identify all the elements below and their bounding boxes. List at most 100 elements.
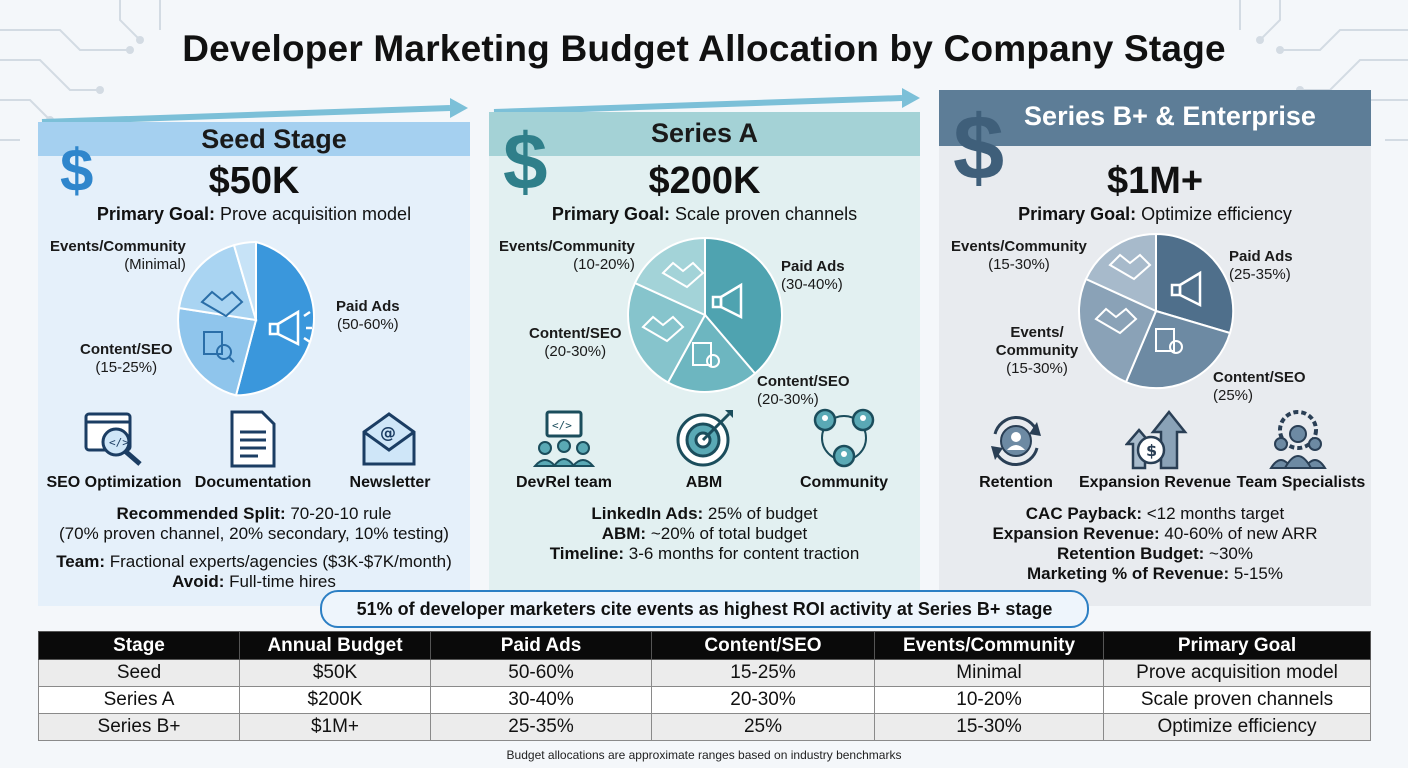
- column-header-events-community: Events/Community: [874, 631, 1104, 660]
- series-a-notes: LinkedIn Ads: 25% of budget ABM: ~20% of…: [489, 504, 920, 564]
- note-line: ABM: ~20% of total budget: [601, 524, 808, 543]
- seed-notes: Recommended Split: 70-20-10 rule (70% pr…: [38, 504, 470, 592]
- pie-label-events-community: Events/Community (10-20%): [499, 238, 635, 273]
- handshake-icon: [641, 261, 705, 343]
- envelope-icon: @: [362, 412, 416, 466]
- pie-slice-content-seo: [1124, 309, 1232, 390]
- stage-title: Series B+ & Enterprise: [1024, 101, 1316, 131]
- series-b-notes: CAC Payback: <12 months target Expansion…: [939, 504, 1371, 584]
- table-row: Seed $50K 50-60% 15-25% Minimal Prove ac…: [38, 659, 1371, 687]
- icon-label-newsletter: Newsletter: [349, 474, 431, 491]
- megaphone-icon: [711, 282, 743, 320]
- pie-label-events-community-lower: Events/ Community (15-30%): [995, 324, 1079, 377]
- svg-text:$: $: [1146, 441, 1157, 460]
- panel-header: [38, 122, 470, 156]
- table-cell: Scale proven channels: [1103, 686, 1371, 714]
- column-header-annual-budget: Annual Budget: [239, 631, 431, 660]
- note-line: CAC Payback: <12 months target: [1025, 504, 1285, 523]
- table-cell: Prove acquisition model: [1103, 659, 1371, 687]
- table-cell: $50K: [239, 659, 431, 687]
- table-cell: $1M+: [239, 713, 431, 741]
- table-cell: 50-60%: [430, 659, 652, 687]
- table-cell: 10-20%: [874, 686, 1104, 714]
- pie-label-content-seo: Content/SEO (25%): [1213, 369, 1306, 404]
- handshake-icon: [200, 290, 244, 318]
- pie-label-content-seo-left: Content/SEO (20-30%): [529, 325, 622, 360]
- icon-label-documentation: Documentation: [194, 474, 312, 491]
- svg-text:</>: </>: [109, 436, 129, 449]
- document-search-icon: [692, 342, 720, 368]
- primary-goal-label: Primary Goal:: [96, 204, 215, 224]
- roi-callout-banner: 51% of developer marketers cite events a…: [320, 590, 1089, 628]
- seed-stage-panel: Seed Stage $ $50K Primary Goal: Prove ac…: [38, 122, 470, 606]
- panel-header: [939, 90, 1371, 146]
- megaphone-icon: [268, 309, 312, 347]
- svg-text:@: @: [380, 423, 396, 442]
- note-line: Team: Fractional experts/agencies ($3K-$…: [56, 552, 452, 571]
- note-line: Timeline: 3-6 months for content tractio…: [549, 544, 860, 563]
- column-header-paid-ads: Paid Ads: [430, 631, 652, 660]
- pie-slice-paid-ads: [234, 240, 316, 397]
- retention-icon: [991, 415, 1041, 467]
- pie-label-events-community: Events/Community (Minimal): [50, 238, 186, 273]
- pie-slice-events-1: [177, 243, 258, 322]
- handshake-icon: [1094, 253, 1152, 335]
- icon-label-abm: ABM: [685, 474, 723, 491]
- table-cell: Optimize efficiency: [1103, 713, 1371, 741]
- svg-text:</>: </>: [552, 419, 572, 432]
- dollar-icon: $: [503, 117, 548, 206]
- summary-table: Stage Annual Budget Paid Ads Content/SEO…: [38, 631, 1371, 741]
- stage-budget: $1M+: [1106, 160, 1204, 202]
- note-line: Retention Budget: ~30%: [1056, 544, 1253, 563]
- icon-label-seo: SEO Optimization: [46, 474, 182, 491]
- community-icon: [813, 408, 875, 468]
- seed-allocation-pie: [177, 240, 316, 397]
- document-search-icon: [1155, 328, 1183, 354]
- seo-magnifier-icon: </>: [84, 412, 142, 466]
- table-cell: 25%: [651, 713, 875, 741]
- table-row: Series A $200K 30-40% 20-30% 10-20% Scal…: [38, 686, 1371, 714]
- dollar-icon: $: [953, 97, 1005, 199]
- progression-arrow-2: [493, 88, 920, 114]
- table-cell: Series A: [38, 686, 240, 714]
- table-cell: $200K: [239, 686, 431, 714]
- icon-label-team-specialists: Team Specialists: [1236, 474, 1366, 491]
- pie-label-events-community-upper: Events/Community (15-30%): [951, 238, 1087, 273]
- icon-label-retention: Retention: [979, 474, 1053, 491]
- dollar-icon: $: [60, 137, 94, 204]
- team-specialists-icon: [1269, 410, 1327, 469]
- devrel-team-icon: </>: [533, 410, 595, 467]
- column-header-primary-goal: Primary Goal: [1103, 631, 1371, 660]
- table-cell: 20-30%: [651, 686, 875, 714]
- table-cell: 25-35%: [430, 713, 652, 741]
- pie-slice-events-2: [232, 240, 257, 321]
- table-cell: 15-30%: [874, 713, 1104, 741]
- column-header-content-seo: Content/SEO: [651, 631, 875, 660]
- note-line: Marketing % of Revenue: 5-15%: [1026, 564, 1284, 583]
- primary-goal-label: Primary Goal:: [1018, 204, 1137, 224]
- column-header-stage: Stage: [38, 631, 240, 660]
- pie-label-paid-ads: Paid Ads (50-60%): [336, 298, 400, 333]
- primary-goal-text: Optimize efficiency: [1141, 204, 1292, 224]
- series-b-allocation-pie: [1078, 232, 1235, 390]
- stage-budget: $50K: [208, 160, 300, 202]
- pie-slice-paid-ads: [704, 236, 783, 375]
- pie-label-content-seo: Content/SEO (15-25%): [80, 341, 173, 376]
- primary-goal: Primary Goal: Optimize efficiency: [939, 204, 1371, 225]
- table-cell: Seed: [38, 659, 240, 687]
- table-cell: 15-25%: [651, 659, 875, 687]
- series-b-panel: Series B+ & Enterprise $ $1M+ Primary Go…: [939, 90, 1371, 606]
- document-icon: [230, 410, 276, 468]
- stage-title: Seed Stage: [201, 124, 347, 154]
- expansion-revenue-icon: $: [1125, 410, 1188, 470]
- primary-goal-text: Scale proven channels: [674, 204, 858, 224]
- series-a-allocation-pie: [627, 236, 783, 393]
- icon-label-expansion-revenue: Expansion Revenue: [1078, 474, 1232, 491]
- table-header-row: Stage Annual Budget Paid Ads Content/SEO…: [38, 631, 1371, 660]
- icon-label-community: Community: [800, 474, 888, 491]
- note-line: Avoid: Full-time hires: [172, 572, 336, 591]
- footnote: Budget allocations are approximate range…: [506, 748, 902, 762]
- page-title: Developer Marketing Budget Allocation by…: [182, 28, 1226, 69]
- table-row: Series B+ $1M+ 25-35% 25% 15-30% Optimiz…: [38, 713, 1371, 741]
- panel-header: [489, 112, 920, 156]
